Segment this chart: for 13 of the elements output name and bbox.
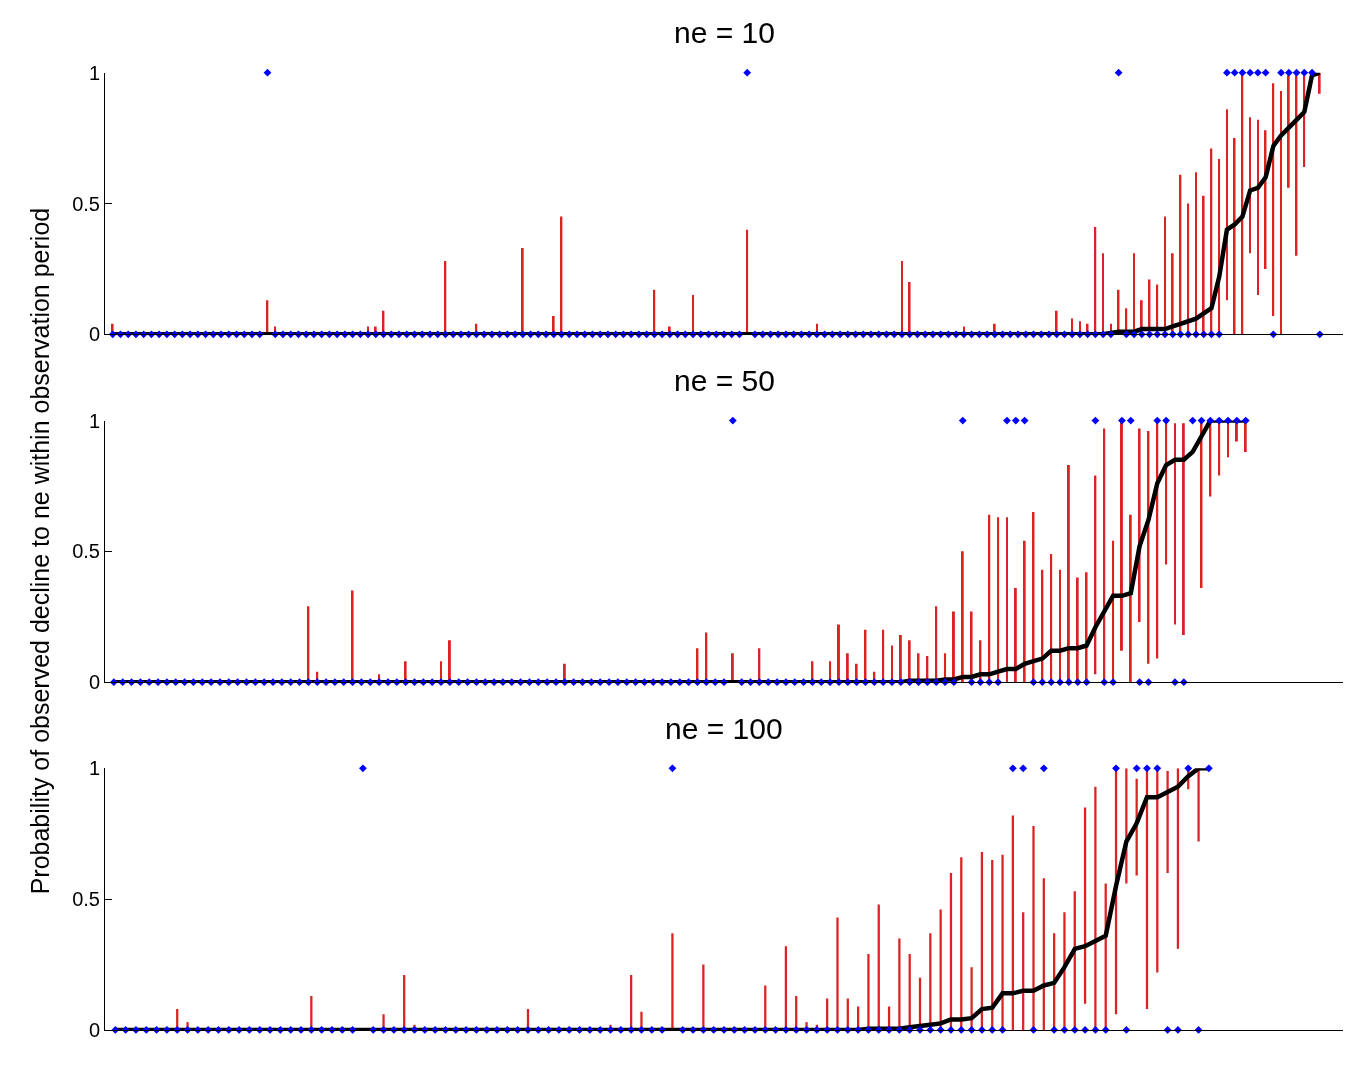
y-tick-label: 1: [88, 409, 100, 432]
y-tick-label: 0.5: [72, 540, 100, 563]
y-tick-label: 0.5: [72, 192, 100, 215]
chart-title: ne = 10: [674, 16, 775, 49]
y-tick-label: 0.5: [72, 888, 100, 911]
y-axis-title: Probability of observed decline to ne within observation period: [25, 207, 54, 895]
y-tick-label: 0: [88, 671, 100, 694]
chart-title: ne = 50: [674, 364, 775, 397]
chart-title: ne = 100: [665, 712, 783, 745]
y-tick-label: 0: [88, 323, 100, 346]
y-tick-label: 1: [88, 757, 100, 780]
y-tick-label: 1: [88, 61, 100, 84]
y-tick-label: 0: [88, 1018, 100, 1041]
